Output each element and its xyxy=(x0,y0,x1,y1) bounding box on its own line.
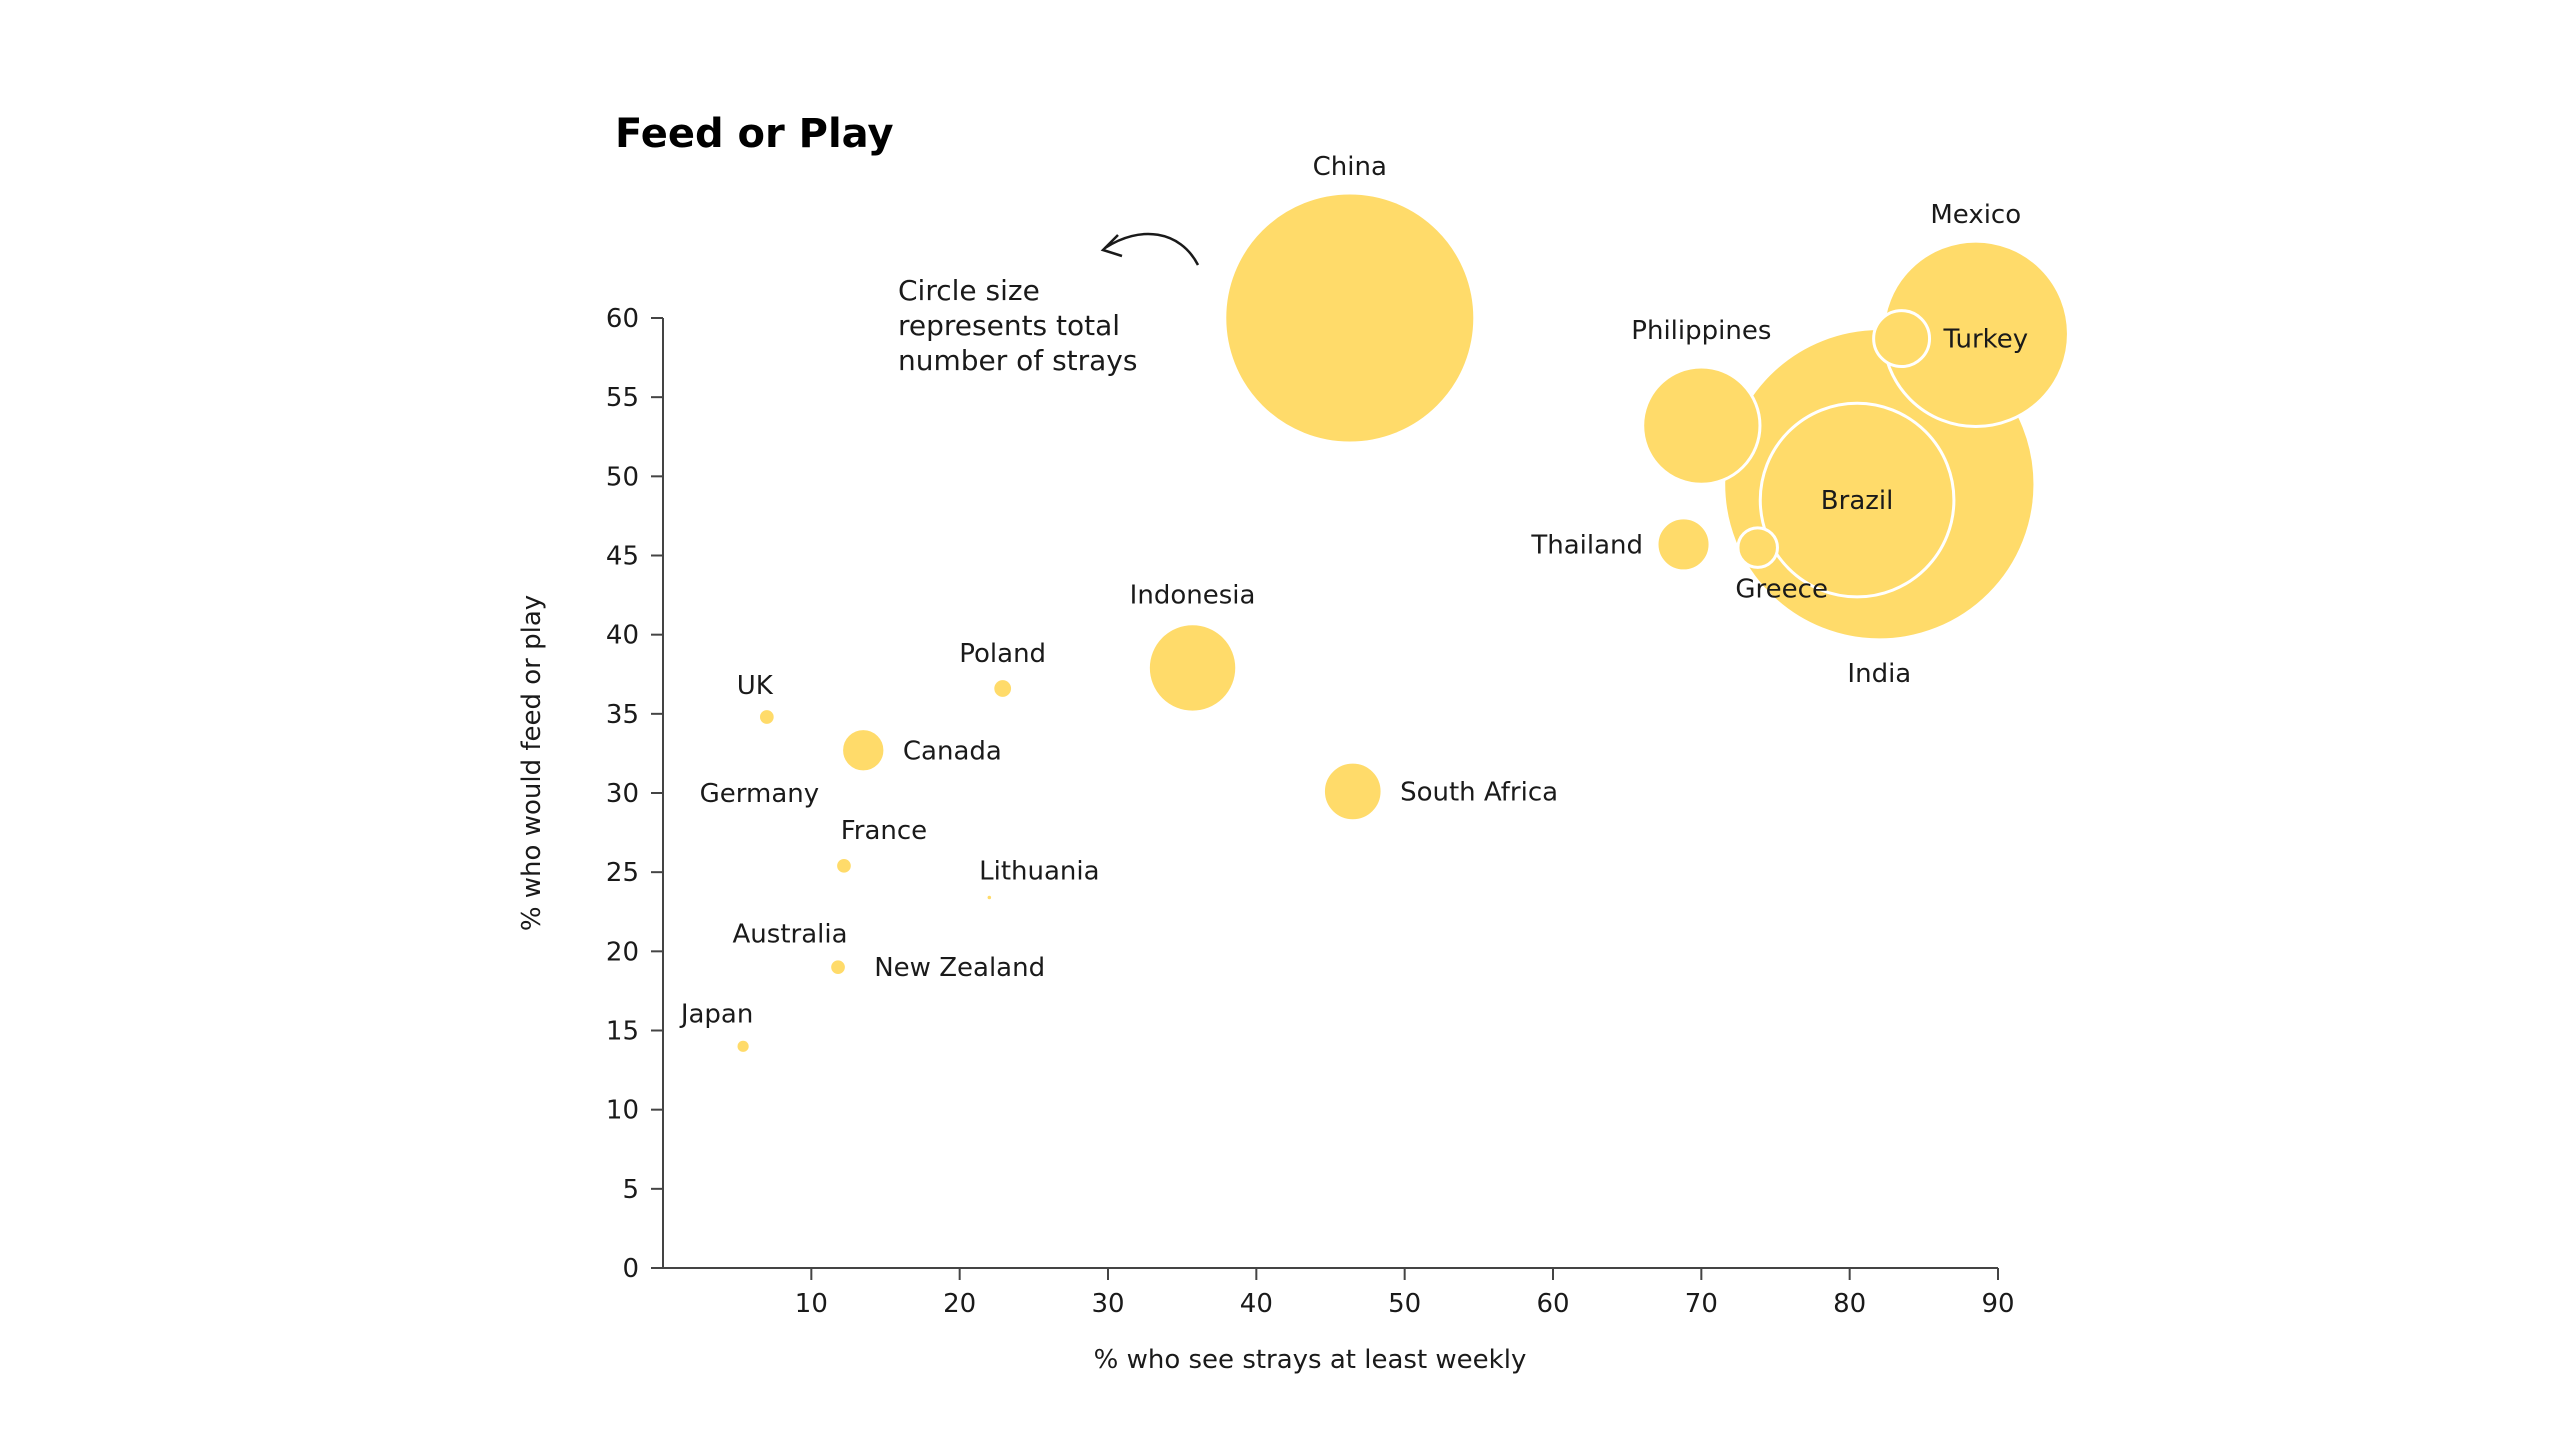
x-tick-label: 80 xyxy=(1833,1289,1866,1319)
label-greece: Greece xyxy=(1735,574,1828,604)
bubble-brazil xyxy=(1758,401,1956,599)
x-tick-label: 50 xyxy=(1388,1289,1421,1319)
bubble-turkey xyxy=(1872,309,1932,369)
x-axis-label: % who see strays at least weekly xyxy=(1094,1345,1527,1375)
label-lithuania: Lithuania xyxy=(979,857,1099,887)
label-australia: Australia xyxy=(733,919,848,949)
bubbles xyxy=(737,191,2070,1052)
x-tick-label: 60 xyxy=(1536,1289,1569,1319)
bubble-lithuania xyxy=(987,895,992,900)
label-new-zealand: New Zealand xyxy=(874,953,1045,983)
label-china: China xyxy=(1313,152,1387,182)
bubble-uk xyxy=(759,710,774,724)
y-tick-label: 60 xyxy=(606,304,639,334)
x-tick-label: 20 xyxy=(943,1289,976,1319)
chart-title: Feed or Play xyxy=(615,111,894,157)
bubble-poland xyxy=(994,680,1012,697)
annotation-line-2: represents total xyxy=(898,309,1120,342)
x-tick-label: 10 xyxy=(795,1289,828,1319)
annotation-line-3: number of strays xyxy=(898,344,1137,377)
y-tick-label: 35 xyxy=(606,700,639,730)
label-canada: Canada xyxy=(903,736,1002,766)
y-tick-label: 10 xyxy=(606,1096,639,1126)
bubble-canada xyxy=(840,727,887,774)
y-tick-label: 50 xyxy=(606,462,639,492)
bubble-australia xyxy=(831,960,845,975)
y-tick-label: 20 xyxy=(606,937,639,967)
bubble-philippines xyxy=(1641,365,1762,486)
y-tick-label: 5 xyxy=(622,1175,639,1205)
size-annotation: Circle size represents total number of s… xyxy=(898,232,1200,377)
bubble-labels: China India Mexico Philippines Brazil Turkey T… xyxy=(679,152,2028,1030)
label-indonesia: Indonesia xyxy=(1130,581,1256,611)
bubble-france xyxy=(837,858,851,873)
y-axis-label: % who would feed or play xyxy=(517,595,547,931)
y-tick-label: 40 xyxy=(606,621,639,651)
axes: 0 5 10 15 20 25 30 35 40 45 50 55 60 10 20 30 40 50 60 70 80… xyxy=(606,304,2015,1319)
annotation-line-1: Circle size xyxy=(898,274,1040,307)
x-tick-label: 40 xyxy=(1240,1289,1273,1319)
x-tick-label: 70 xyxy=(1685,1289,1718,1319)
y-tick-label: 0 xyxy=(622,1254,639,1284)
label-mexico: Mexico xyxy=(1930,200,2021,230)
label-south-africa: South Africa xyxy=(1400,777,1558,807)
label-brazil: Brazil xyxy=(1821,486,1894,516)
bubble-japan xyxy=(737,1040,749,1052)
label-uk: UK xyxy=(737,671,774,701)
label-thailand: Thailand xyxy=(1530,530,1643,560)
annotation-arrowhead xyxy=(1100,234,1123,258)
y-tick-label: 25 xyxy=(606,858,639,888)
bubble-thailand xyxy=(1655,516,1712,573)
annotation-arrow xyxy=(1104,232,1200,266)
y-tick-label: 15 xyxy=(606,1017,639,1047)
bubble-south-africa xyxy=(1321,760,1384,823)
x-tick-label: 90 xyxy=(1981,1289,2014,1319)
label-poland: Poland xyxy=(959,639,1046,669)
bubble-china xyxy=(1223,191,1477,445)
label-germany: Germany xyxy=(700,779,820,809)
label-turkey: Turkey xyxy=(1943,325,2029,355)
label-france: France xyxy=(841,816,927,846)
bubble-indonesia xyxy=(1146,622,1239,714)
y-tick-label: 45 xyxy=(606,542,639,572)
label-philippines: Philippines xyxy=(1631,316,1771,346)
y-tick-label: 55 xyxy=(606,383,639,413)
y-tick-label: 30 xyxy=(606,779,639,809)
bubble-greece xyxy=(1736,526,1779,569)
label-india: India xyxy=(1847,659,1911,689)
x-tick-label: 30 xyxy=(1091,1289,1124,1319)
label-japan: Japan xyxy=(679,1000,754,1030)
